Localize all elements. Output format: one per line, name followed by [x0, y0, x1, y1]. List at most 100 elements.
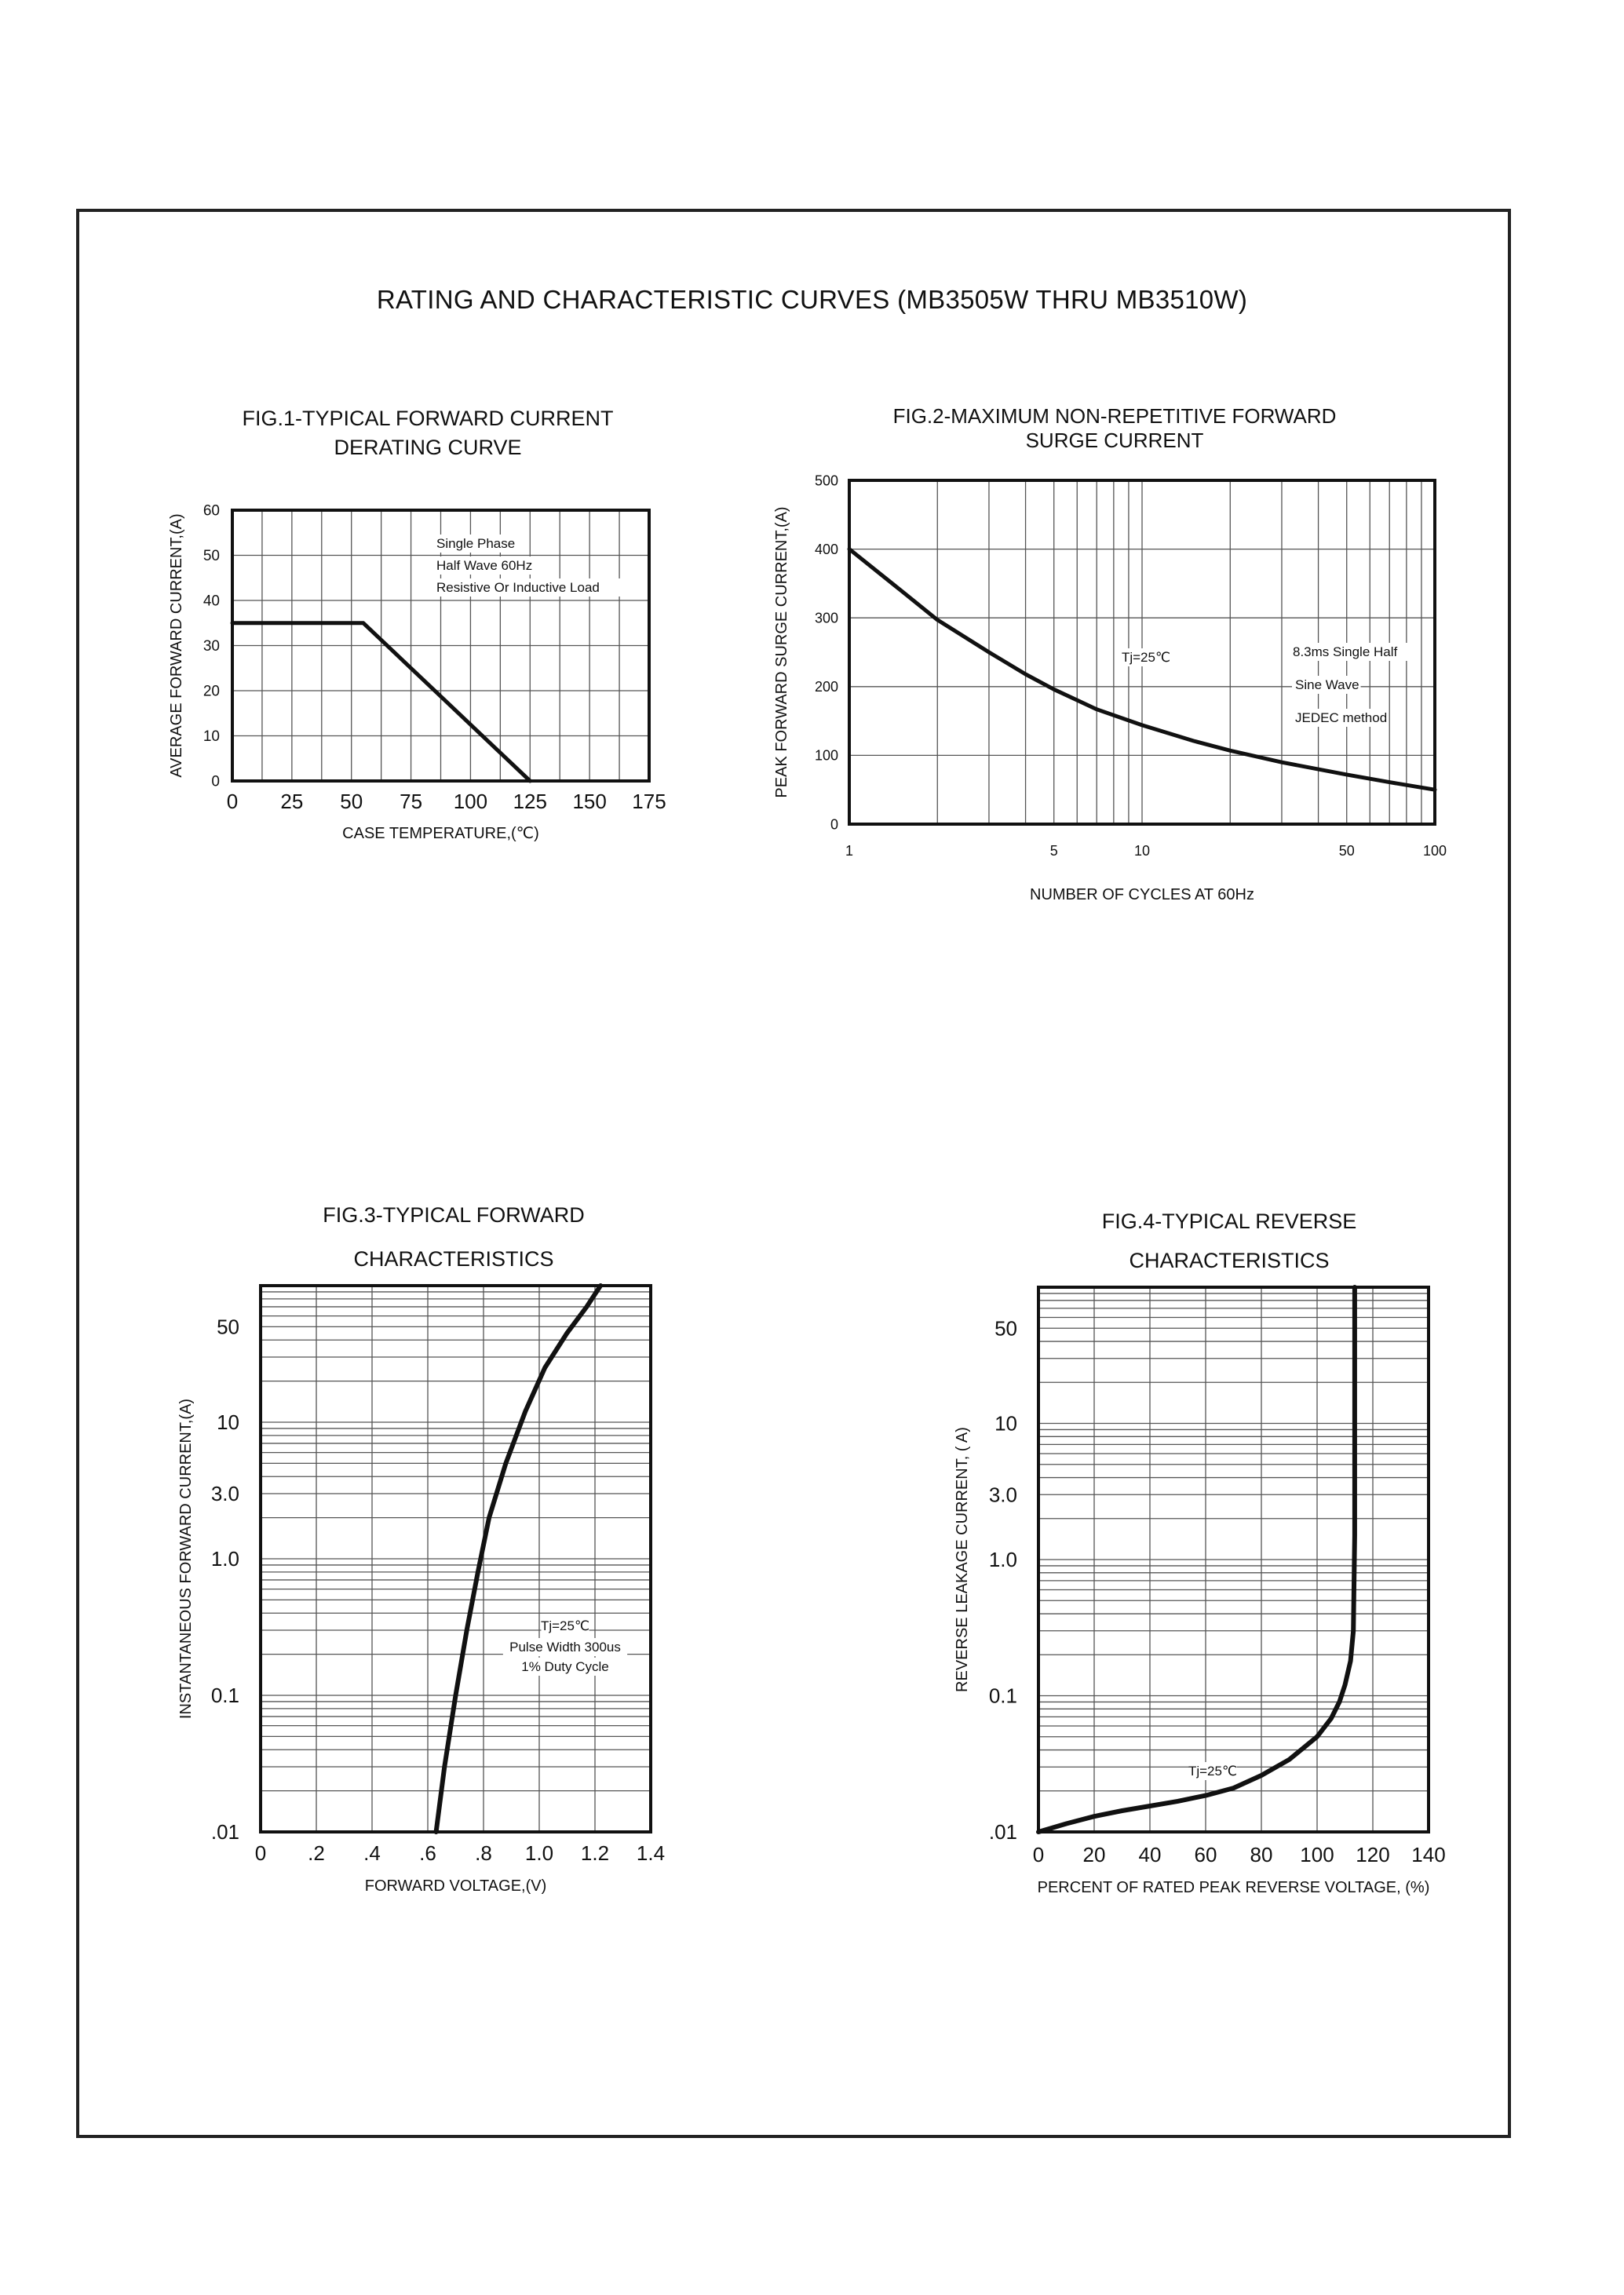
x-tick-label: 175: [632, 790, 666, 813]
x-tick-label: 100: [454, 790, 487, 813]
chart-title-line: FIG.3-TYPICAL FORWARD: [323, 1203, 585, 1227]
y-tick-label: 400: [815, 542, 838, 557]
x-tick-label: 20: [1083, 1843, 1106, 1866]
x-tick-label: 60: [1195, 1843, 1217, 1866]
x-tick-label: .6: [419, 1841, 436, 1865]
chart-annotation: 8.3ms Single Half: [1293, 644, 1398, 659]
chart-annotation: Tj=25℃: [1188, 1764, 1237, 1779]
grid-lines: [849, 480, 1435, 824]
annotation-backdrop: [502, 1638, 628, 1656]
x-tick-label: 0: [255, 1841, 266, 1865]
y-tick-label: 300: [815, 611, 838, 626]
fig4-reverse-chart: FIG.4-TYPICAL REVERSE CHARACTERISTICS 0 20 4…: [954, 1210, 1446, 1896]
y-tick-label: 500: [815, 472, 838, 488]
plot-frame: [231, 509, 651, 783]
chart-annotation: Pulse Width 300us: [509, 1640, 621, 1655]
y-tick-label: 40: [203, 593, 220, 610]
y-tick-label: 100: [815, 748, 838, 764]
annotation-backdrop: [1122, 648, 1170, 666]
annotation-backdrop: [1292, 709, 1382, 727]
x-tick-label: 10: [1134, 843, 1150, 859]
annotation-backdrop: [1290, 643, 1414, 661]
x-axis-label: NUMBER OF CYCLES AT 60Hz: [1030, 886, 1254, 903]
x-tick-label: 100: [1423, 843, 1447, 859]
chart-title-line: FIG.4-TYPICAL REVERSE: [1102, 1210, 1357, 1233]
y-tick-label: 50: [203, 548, 220, 564]
annotation-backdrop: [541, 1617, 589, 1635]
plot-frame: [259, 1284, 652, 1833]
y-tick-label: 200: [815, 679, 838, 695]
x-tick-label: 1.4: [637, 1841, 665, 1865]
chart-annotation: Sine Wave: [1295, 677, 1359, 692]
x-tick-label: 40: [1139, 1843, 1162, 1866]
y-axis-label: PEAK FORWARD SURGE CURRENT,(A): [773, 506, 790, 797]
fig2-surge-chart: FIG.2-MAXIMUM NON-REPETITIVE FORWARDSURG…: [773, 404, 1447, 903]
page-title: RATING AND CHARACTERISTIC CURVES (MB3505…: [376, 285, 1248, 314]
y-tick-label: 50: [994, 1316, 1017, 1340]
y-tick-label: .01: [989, 1820, 1017, 1844]
annotation-backdrop: [1292, 676, 1361, 694]
fig1-derating-chart: FIG.1-TYPICAL FORWARD CURRENT DERATING CU…: [168, 407, 666, 842]
x-tick-label: 80: [1250, 1843, 1273, 1866]
chart-title-line: SURGE CURRENT: [1026, 429, 1204, 452]
y-tick-label: 3.0: [989, 1483, 1017, 1506]
y-tick-label: 50: [217, 1315, 239, 1338]
chart-title-line: FIG.1-TYPICAL FORWARD CURRENT: [242, 407, 613, 430]
chart-title-line: CHARACTERISTICS: [353, 1247, 553, 1271]
chart-annotation: Resistive Or Inductive Load: [436, 580, 600, 595]
chart-annotation: 1% Duty Cycle: [521, 1659, 608, 1674]
x-tick-label: 25: [280, 790, 303, 813]
x-tick-label: 140: [1411, 1843, 1445, 1866]
x-tick-label: 50: [1339, 843, 1355, 859]
x-tick-label: 1: [845, 843, 853, 859]
y-tick-label: 10: [217, 1410, 239, 1434]
chart-annotation: Single Phase: [436, 536, 515, 551]
y-axis-label: AVERAGE FORWARD CURRENT,(A): [168, 513, 185, 777]
y-tick-label: 10: [203, 728, 220, 745]
grid-lines: [1038, 1287, 1429, 1832]
x-tick-label: 0: [1033, 1843, 1044, 1866]
plot-frame: [1037, 1286, 1430, 1833]
series-line: [1036, 1285, 1357, 1834]
chart-title-line: DERATING CURVE: [334, 436, 521, 459]
y-tick-label: 0.1: [989, 1684, 1017, 1708]
x-axis-label: FORWARD VOLTAGE,(V): [365, 1877, 547, 1895]
x-tick-label: 120: [1356, 1843, 1389, 1866]
x-tick-label: 50: [340, 790, 363, 813]
chart-annotation: Tj=25℃: [541, 1618, 589, 1633]
y-axis-label: INSTANTANEOUS FORWARD CURRENT,(A): [177, 1399, 195, 1719]
chart-title-line: CHARACTERISTICS: [1129, 1249, 1329, 1272]
y-tick-label: 60: [203, 503, 220, 520]
series-line: [230, 621, 532, 783]
x-axis-label: PERCENT OF RATED PEAK REVERSE VOLTAGE, (…: [1038, 1879, 1430, 1896]
x-tick-label: 125: [513, 790, 547, 813]
y-tick-label: 3.0: [211, 1482, 239, 1505]
x-tick-label: 75: [400, 790, 422, 813]
y-tick-label: 1.0: [989, 1548, 1017, 1571]
y-tick-label: 0: [211, 774, 220, 790]
series-line: [433, 1283, 604, 1834]
x-tick-label: 1.0: [525, 1841, 553, 1865]
annotation-backdrop: [433, 556, 537, 575]
fig3-forward-chart: FIG.3-TYPICAL FORWARD CHARACTERISTICS 0 .2.…: [177, 1203, 665, 1895]
chart-title-line: FIG.2-MAXIMUM NON-REPETITIVE FORWARD: [893, 404, 1337, 428]
x-tick-label: 150: [572, 790, 606, 813]
grid-lines: [261, 1286, 651, 1832]
y-tick-label: 0.1: [211, 1684, 239, 1707]
x-axis-label: CASE TEMPERATURE,(℃): [342, 825, 539, 842]
x-tick-label: .2: [308, 1841, 325, 1865]
y-tick-label: 1.0: [211, 1547, 239, 1571]
annotation-backdrop: [1188, 1762, 1237, 1780]
x-tick-label: .8: [475, 1841, 492, 1865]
page-border: [76, 209, 1511, 2138]
annotation-backdrop: [516, 1658, 614, 1676]
grid-lines: [232, 510, 649, 781]
x-tick-label: 1.2: [581, 1841, 609, 1865]
chart-annotation: JEDEC method: [1295, 710, 1387, 725]
y-tick-label: .01: [211, 1820, 239, 1844]
chart-annotation: Half Wave 60Hz: [436, 558, 532, 573]
y-tick-label: 20: [203, 684, 220, 700]
y-tick-label: 10: [994, 1412, 1017, 1436]
x-tick-label: .4: [363, 1841, 381, 1865]
